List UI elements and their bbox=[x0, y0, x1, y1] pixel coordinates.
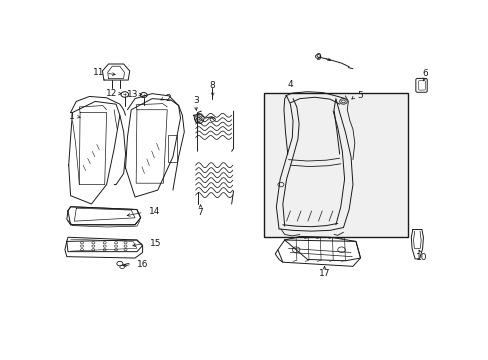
Text: 3: 3 bbox=[192, 96, 198, 105]
Text: 10: 10 bbox=[415, 253, 427, 262]
Text: 8: 8 bbox=[209, 81, 215, 90]
Text: 12: 12 bbox=[105, 89, 117, 98]
Text: 17: 17 bbox=[318, 269, 329, 278]
Text: 9: 9 bbox=[315, 53, 320, 62]
Text: 11: 11 bbox=[92, 68, 104, 77]
Bar bbox=[264, 93, 407, 237]
Text: 14: 14 bbox=[149, 207, 160, 216]
Bar bbox=[168, 135, 177, 162]
Text: 16: 16 bbox=[136, 261, 148, 269]
Text: 5: 5 bbox=[357, 91, 363, 100]
Text: 13: 13 bbox=[127, 90, 139, 99]
Text: 7: 7 bbox=[197, 208, 203, 217]
Text: 4: 4 bbox=[287, 80, 293, 89]
Text: 1: 1 bbox=[68, 112, 74, 121]
Text: 6: 6 bbox=[422, 69, 427, 78]
Text: 15: 15 bbox=[149, 239, 161, 248]
Text: 2: 2 bbox=[165, 94, 171, 103]
